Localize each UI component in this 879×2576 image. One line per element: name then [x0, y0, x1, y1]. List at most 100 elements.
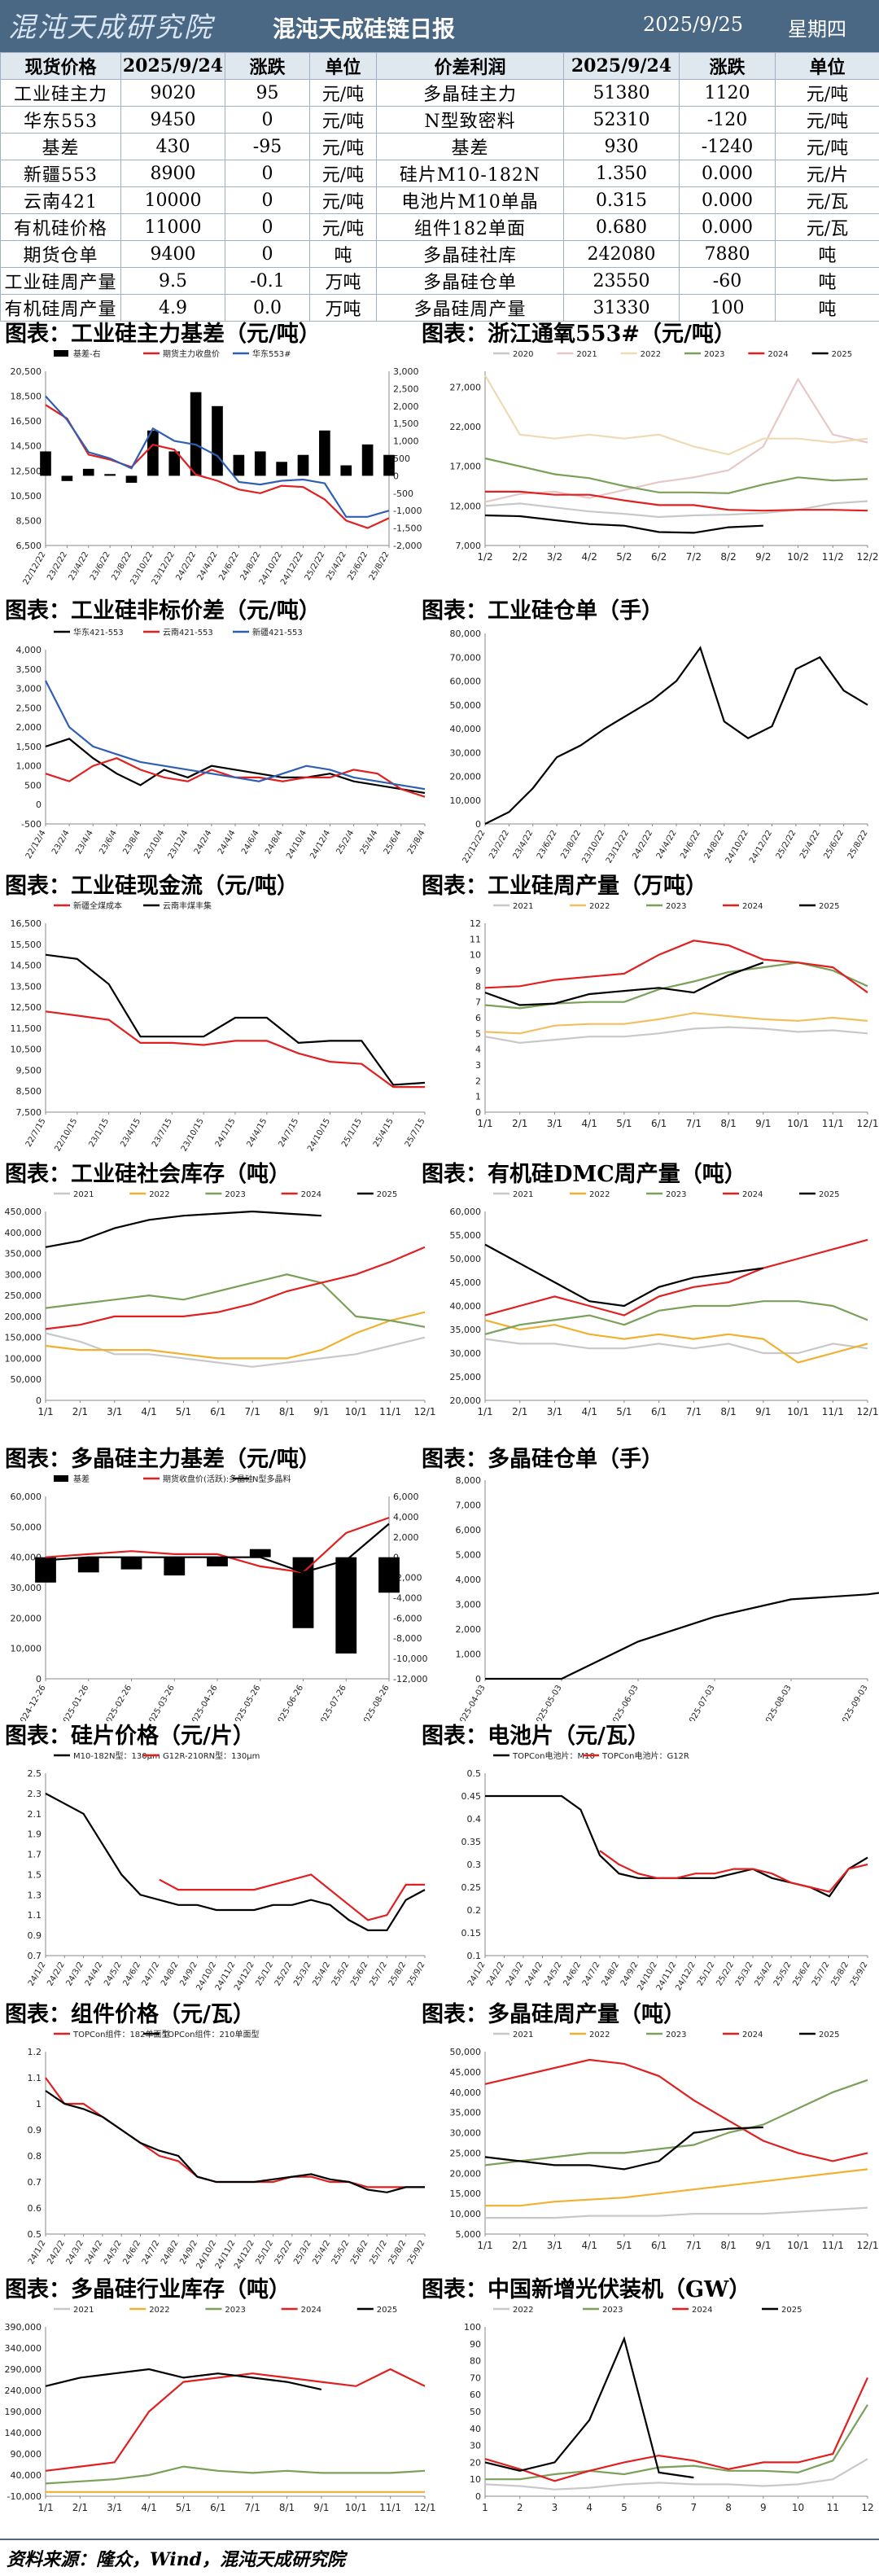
series-line: [484, 2079, 868, 2166]
x-tick-label: 25/1/15: [340, 1117, 364, 1149]
x-tick-label: 25/4/2: [311, 2239, 332, 2266]
y-tick-label: 0.4: [467, 1814, 482, 1825]
x-tick-label: 25/8/2: [387, 1960, 409, 1987]
x-tick-label: 2025-08-03: [762, 1684, 794, 1721]
legend-label: 2021: [513, 2031, 533, 2039]
legend-label: 2025: [377, 2306, 397, 2315]
y-tick-label: 1.2: [28, 2047, 42, 2057]
x-tick-label: 25/2/22: [304, 550, 327, 582]
y-tick-label: 1.9: [28, 1829, 42, 1840]
y-tick-label: 10,500: [11, 491, 42, 502]
bar: [340, 465, 352, 476]
x-tick-label: 4/1: [141, 2502, 156, 2513]
y-tick-label: 30: [470, 2441, 481, 2451]
x-tick-label: 5/1: [176, 2502, 191, 2513]
legend-label: 2021: [73, 2306, 94, 2315]
series-line: [599, 1850, 868, 1893]
y-tick-label: 0.6: [28, 2203, 42, 2214]
table-cell: 0.000: [679, 213, 776, 241]
legend-label: 2020: [513, 350, 533, 359]
table-cell: 0: [225, 186, 310, 214]
x-tick-label: 12/1: [857, 2240, 879, 2251]
legend-label: 云南丰煤丰集: [163, 900, 212, 911]
x-tick-label: 2/1: [72, 1406, 88, 1417]
y-tick-label: 3,000: [16, 684, 42, 694]
x-tick-label: 24/8/4: [264, 829, 285, 856]
x-tick-label: 5/1: [616, 1118, 632, 1129]
y-tick-label: 20,000: [450, 2168, 482, 2179]
legend-label: 2023: [225, 1190, 245, 1199]
series-line: [45, 2077, 425, 2188]
y-tick-label: 1: [36, 2099, 42, 2109]
y-tick-label: 60,000: [450, 1207, 482, 1217]
y-tick-label: 4,000: [16, 645, 42, 655]
series-line: [484, 500, 868, 519]
x-tick-label: 24/1/2: [27, 2239, 48, 2266]
x-tick-label: 25/2/2: [273, 1960, 295, 1987]
table-cell: 95: [225, 79, 310, 107]
y-tick-label: 240,000: [5, 2385, 42, 2396]
x-tick-label: 25/2/4: [335, 829, 356, 856]
x-tick-label: 24/8/22: [239, 550, 263, 582]
y-tick-label: 150,000: [5, 1333, 42, 1343]
y2-tick-label: -500: [393, 488, 413, 499]
bar: [207, 1557, 228, 1566]
chart-title: 图表：多晶硅行业库存（吨）: [5, 2277, 291, 2302]
y-tick-label: 6: [475, 1013, 481, 1023]
x-tick-label: 25/9/2: [406, 1960, 427, 1987]
bar: [297, 454, 309, 476]
table-cell: 吨: [309, 240, 377, 268]
x-tick-label: 24/7/2: [581, 1960, 602, 1987]
x-tick-label: 9/1: [313, 2502, 329, 2513]
y-tick-label: 25,000: [450, 1372, 482, 1382]
legend-label: 2023: [666, 1190, 686, 1199]
y-tick-label: 0: [475, 2491, 481, 2502]
series-line: [484, 514, 763, 534]
bar: [120, 1557, 142, 1570]
y-tick-label: 0: [475, 1674, 481, 1684]
series-line: [45, 1332, 426, 1368]
series-line: [484, 1238, 868, 1316]
y-tick-label: 60: [470, 2390, 481, 2400]
y-tick-label: 25,000: [450, 2148, 482, 2158]
y-tick-label: 0.2: [467, 1905, 482, 1916]
table-cell: 吨: [775, 267, 879, 295]
series-line: [485, 490, 868, 512]
x-tick-label: 25/9/2: [849, 1960, 870, 1987]
legend-label: 华东421-553: [73, 627, 124, 637]
x-tick-label: 24/6/2: [121, 1960, 142, 1987]
y-tick-label: 140,000: [5, 2428, 42, 2438]
x-tick-label: 2025-06-03: [609, 1684, 641, 1721]
table-cell: 0: [225, 240, 310, 268]
x-tick-label: 25/2/2: [715, 1960, 736, 1987]
x-tick-label: 4/1: [582, 2240, 597, 2251]
x-tick-label: 22/12/22: [461, 829, 488, 865]
table-cell: 元/吨: [309, 106, 377, 134]
table-cell: 52310: [563, 106, 680, 134]
chart-title: 图表：工业硅主力基差（元/吨）: [5, 322, 321, 347]
col-header: 2025/9/24: [563, 52, 680, 80]
x-tick-label: 25/6/22: [822, 829, 846, 861]
legend-swatch: [54, 1475, 68, 1482]
x-tick-label: 4: [586, 2502, 593, 2513]
table-cell: 930: [563, 133, 680, 160]
y-tick-label: 1.5: [28, 1869, 42, 1880]
series-line: [45, 1210, 321, 1248]
legend-label: 2024: [301, 2306, 321, 2315]
y-tick-label: 60,000: [11, 1492, 42, 1502]
table-row: 期货仓单 9400 0 吨多晶硅社库 242080 7880 吨: [0, 240, 879, 268]
y-tick-label: 16,500: [11, 918, 42, 929]
x-tick-label: 11: [827, 2502, 839, 2513]
legend-label: 新疆421-553: [252, 627, 303, 637]
table-cell: 10000: [120, 186, 225, 214]
legend-label: 2025: [377, 1190, 397, 1199]
table-cell: 元/吨: [775, 106, 879, 134]
y-tick-label: 2.3: [28, 1789, 42, 1799]
x-tick-label: 23/8/22: [110, 550, 133, 582]
legend-label: 2022: [641, 350, 661, 359]
series-line: [45, 2465, 426, 2485]
x-tick-label: 2/1: [72, 2502, 88, 2513]
chart-title: 图表：工业硅现金流（元/吨）: [5, 874, 299, 899]
x-tick-label: 10/1: [787, 2240, 809, 2251]
x-tick-label: 23/4/22: [68, 550, 91, 582]
